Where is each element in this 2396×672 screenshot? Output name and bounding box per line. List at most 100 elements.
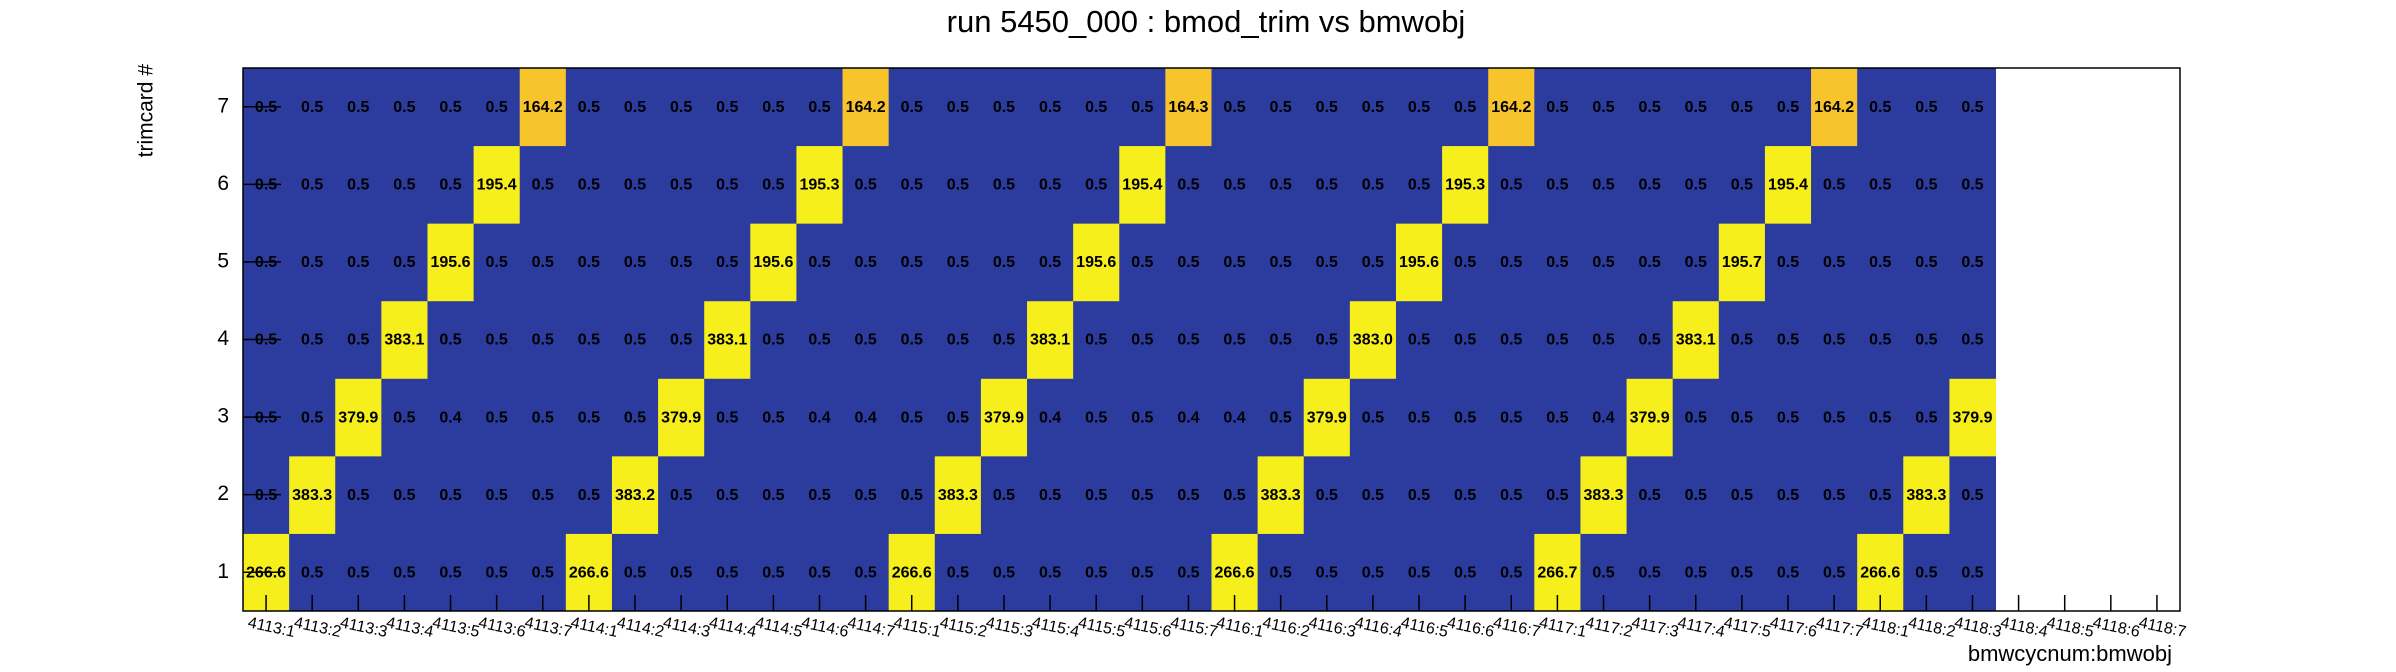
cell-label: 0.5 [1915,254,1937,271]
cell-label: 0.5 [1223,487,1245,504]
cell [842,455,890,534]
cell [1534,68,1581,147]
cell [519,223,567,302]
cell [1764,300,1812,379]
cell [1488,145,1535,224]
cell-label: 0.4 [1039,409,1061,426]
cell [381,145,428,224]
cell [565,455,613,534]
cell-label: 0.5 [1731,177,1753,194]
cell-label: 0.5 [1869,99,1891,116]
cell-label: 0.5 [301,177,323,194]
cell-label: 0.4 [854,409,876,426]
cell-label: 0.5 [1362,177,1384,194]
cell [289,455,336,534]
cell-label: 0.5 [762,564,784,581]
cell [750,68,797,147]
cell-label: 0.5 [1362,254,1384,271]
cell [1811,455,1858,534]
cell-label: 0.5 [1408,409,1430,426]
cell-label: 379.9 [661,409,701,426]
cell [1580,300,1628,379]
cell-label: 0.5 [393,99,415,116]
cell-label: 0.5 [670,332,692,349]
cell-label: 0.5 [1961,254,1983,271]
cell [381,378,428,457]
cell [1534,378,1581,457]
cell-label: 0.5 [808,99,830,116]
cell-label: 0.5 [1223,254,1245,271]
cell-label: 0.5 [1639,99,1661,116]
cell-label: 383.1 [707,332,747,349]
cell-label: 383.3 [1906,487,1946,504]
cell-label: 383.0 [1353,332,1393,349]
cell [842,68,890,147]
cell-label: 0.5 [578,487,600,504]
cell-label: 0.5 [1685,409,1707,426]
cell-label: 195.6 [1399,254,1439,271]
cell [704,68,751,147]
cell [611,223,659,302]
cell-label: 0.5 [1177,254,1199,271]
cell [1764,378,1812,457]
cell-label: 266.6 [569,564,609,581]
cell-label: 0.5 [393,177,415,194]
cell [1672,378,1720,457]
cell [1303,223,1351,302]
cell [1949,455,1997,534]
cell [1764,223,1812,302]
cell-label: 164.2 [523,99,563,116]
cell-label: 0.5 [808,564,830,581]
cell-label: 0.5 [1823,177,1845,194]
cell-label: 195.4 [477,177,517,194]
cell-label: 0.5 [854,332,876,349]
cell [519,378,567,457]
y-tick-label: 7 [217,94,229,117]
cell [980,455,1028,534]
cell [1395,68,1443,147]
cell [1626,455,1674,534]
cell-label: 0.5 [1408,332,1430,349]
cell-label: 0.5 [532,564,554,581]
cell [565,378,613,457]
cell-label: 164.2 [1491,99,1531,116]
cell [1119,145,1166,224]
cell [1857,300,1904,379]
cell-label: 0.5 [1316,99,1338,116]
cell [473,68,521,147]
cell-label: 0.5 [1316,487,1338,504]
cell [1857,455,1904,534]
cell-label: 0.5 [716,564,738,581]
cell-label: 0.5 [1915,332,1937,349]
cell [1303,145,1351,224]
cell [473,378,521,457]
cell-label: 0.5 [1869,177,1891,194]
cell [1534,455,1581,534]
cell-label: 0.5 [1961,177,1983,194]
cell-label: 0.5 [1177,332,1199,349]
cell [381,68,428,147]
cell-label: 0.5 [1177,564,1199,581]
cell [1119,300,1166,379]
cell [519,455,567,534]
cell [1119,223,1166,302]
cell-label: 0.5 [301,332,323,349]
cell [519,300,567,379]
cell-label: 0.5 [1270,99,1292,116]
cell [1903,68,1950,147]
plot-frame [242,67,2181,612]
cell [427,68,475,147]
cell [1857,68,1904,147]
cell [750,300,797,379]
cell [335,378,382,457]
cell [1257,455,1305,534]
cell [473,145,521,224]
cell-label: 0.5 [1685,254,1707,271]
cell [1073,68,1120,147]
cell [335,223,382,302]
cell [1073,223,1120,302]
cell [1534,300,1581,379]
cell-label: 0.5 [1454,332,1476,349]
cell [1626,300,1674,379]
cell-label: 0.5 [1131,99,1153,116]
